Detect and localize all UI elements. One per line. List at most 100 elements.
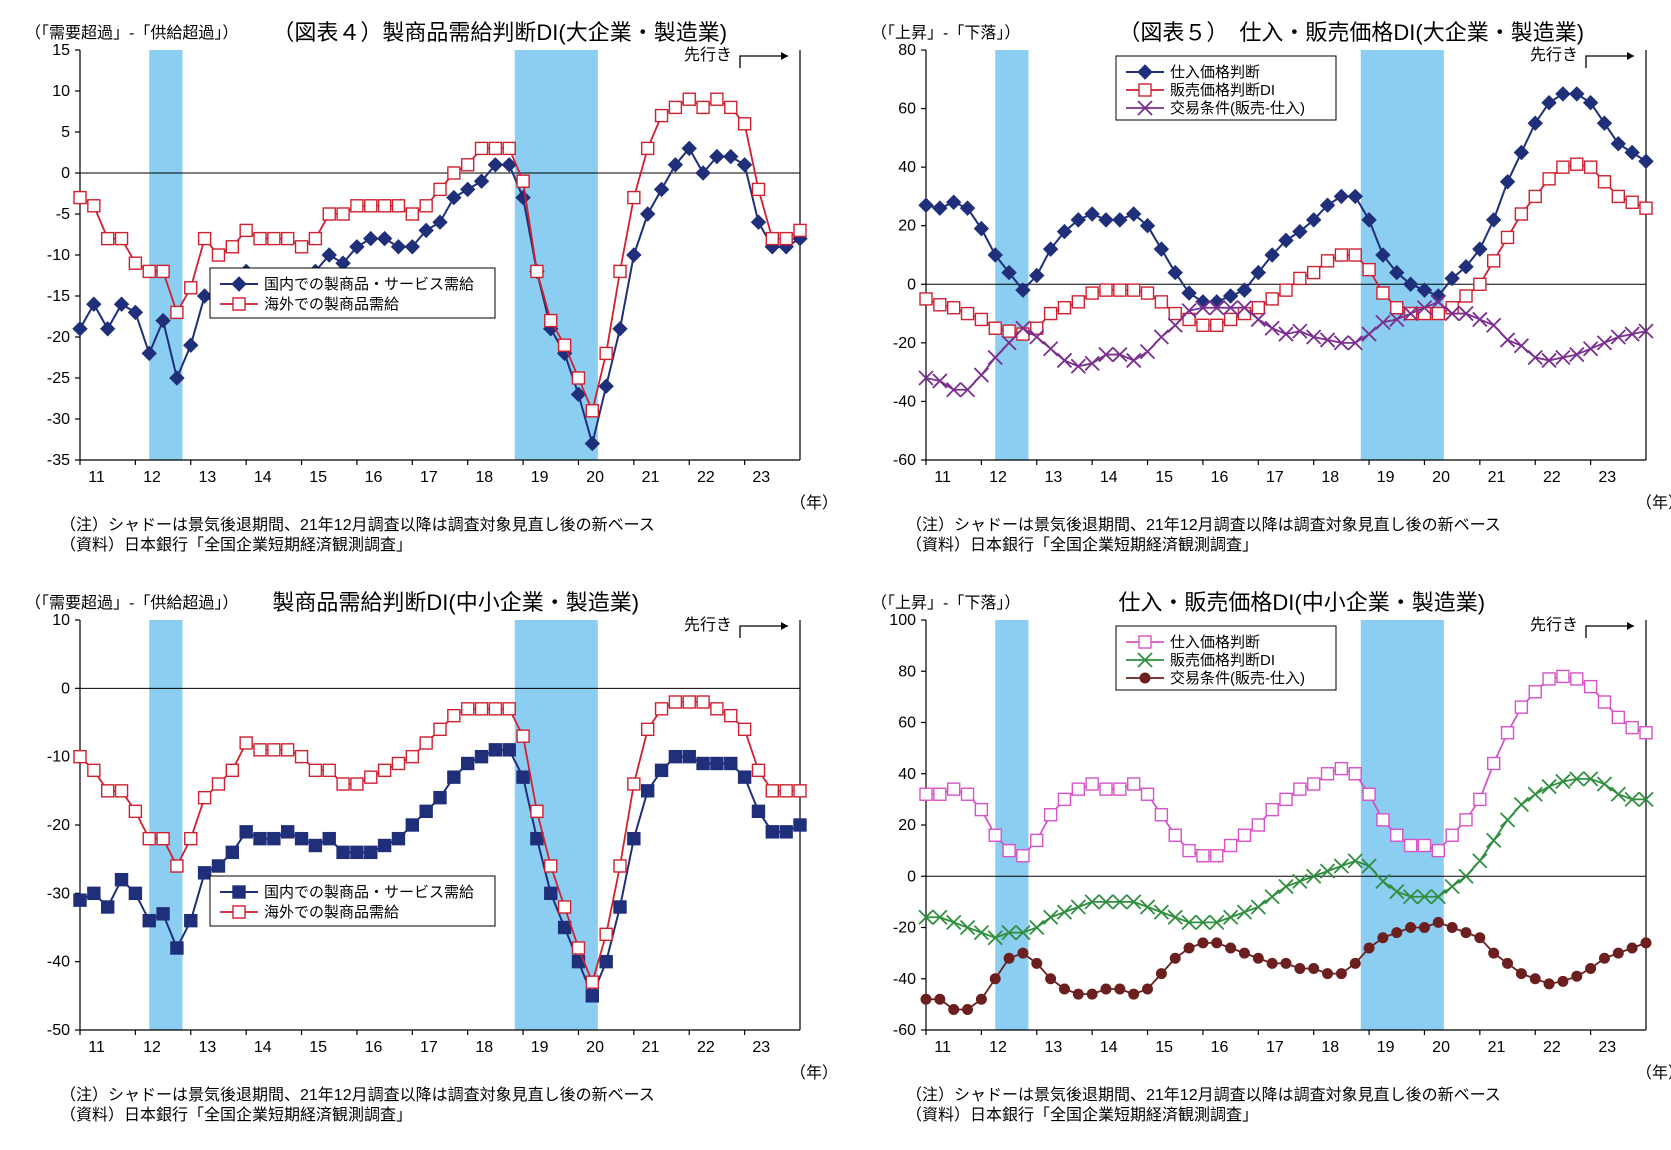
x-tick-label: 11 (88, 469, 105, 486)
x-tick-label: 19 (1376, 1039, 1394, 1056)
legend: 仕入価格判断販売価格判断DI交易条件(販売-仕入) (1116, 626, 1336, 690)
x-tick-label: 19 (531, 469, 549, 486)
chart-note-2: （資料）日本銀行「全国企業短期経済観測調査」 (906, 1106, 1258, 1124)
series-line (926, 676, 1646, 855)
y-tick-label: -30 (47, 411, 70, 428)
x-tick-label: 17 (1266, 1039, 1284, 1056)
x-tick-label: 23 (1598, 469, 1616, 486)
y-tick-label: 0 (907, 276, 916, 293)
legend: 仕入価格判断販売価格判断DI交易条件(販売-仕入) (1116, 56, 1336, 120)
legend-label: 国内での製商品・サービス需給 (264, 276, 474, 293)
y-axis-label: （「上昇」-「下落」） (871, 594, 1020, 612)
x-tick-label: 11 (934, 469, 951, 486)
y-tick-label: -20 (47, 329, 70, 346)
y-tick-label: -20 (47, 817, 70, 834)
y-tick-label: -20 (892, 920, 915, 937)
y-tick-label: 40 (898, 159, 916, 176)
recession-shade (515, 50, 598, 460)
x-tick-label: 21 (1487, 1039, 1505, 1056)
chart-title: （図表４）製商品需給判断DI(大企業・製造業) (272, 20, 727, 45)
x-tick-label: 15 (1155, 1039, 1173, 1056)
legend-label: 海外での製商品需給 (264, 904, 399, 921)
y-tick-label: 10 (52, 83, 70, 100)
x-unit-label: （年） (790, 494, 830, 512)
panel-sme-demand: （「需要超過」-「供給超過」）製商品需給判断DI(中小企業・製造業)-50-40… (10, 580, 836, 1140)
y-tick-label: -60 (892, 1022, 915, 1039)
y-axis-label: （「需要超過」-「供給超過」） (25, 594, 238, 612)
chart_sme_demand: （「需要超過」-「供給超過」）製商品需給判断DI(中小企業・製造業)-50-40… (10, 580, 830, 1140)
x-tick-label: 23 (752, 1039, 770, 1056)
chart5: （「上昇」-「下落」） （図表５） 仕入・販売価格DI(大企業・製造業) -60 -4… (856, 10, 1671, 570)
x-tick-label: 12 (143, 469, 161, 486)
y-tick-label: 20 (898, 218, 916, 235)
y-tick-label: 60 (898, 101, 916, 118)
x-tick-label: 13 (1044, 469, 1062, 486)
y-tick-label: 15 (52, 42, 70, 59)
y-tick-label: 40 (898, 766, 916, 783)
x-tick-label: 22 (1542, 1039, 1560, 1056)
x-tick-label: 21 (642, 469, 660, 486)
y-tick-label: 0 (61, 680, 70, 697)
y-tick-label: 100 (889, 612, 916, 629)
legend-label: 仕入価格判断 (1170, 64, 1260, 81)
x-tick-label: 14 (254, 1039, 272, 1056)
y-axis-label: （「需要超過」-「供給超過」） (25, 24, 238, 42)
y-tick-label: 0 (61, 165, 70, 182)
legend: 国内での製商品・サービス需給海外での製商品需給 (210, 268, 495, 318)
chart-title: 仕入・販売価格DI(中小企業・製造業) (1118, 590, 1485, 615)
legend-label: 販売価格判断DI (1170, 652, 1275, 669)
chart-note-1: （注）シャドーは景気後退期間、21年12月調査以降は調査対象見直し後の新ベース (60, 516, 655, 534)
chart-note-2: （資料）日本銀行「全国企業短期経済観測調査」 (60, 536, 412, 554)
chart4: （「需要超過」-「供給超過」） （図表４）製商品需給判断DI(大企業・製造業) -3… (10, 10, 830, 570)
y-tick-label: -30 (47, 885, 70, 902)
y-tick-label: -10 (47, 247, 70, 264)
x-tick-label: 19 (531, 1039, 549, 1056)
x-tick-label: 22 (697, 1039, 715, 1056)
series-line (926, 164, 1646, 334)
x-tick-label: 20 (586, 469, 604, 486)
chart-note-2: （資料）日本銀行「全国企業短期経済観測調査」 (906, 536, 1258, 554)
x-tick-label: 18 (475, 469, 493, 486)
x-tick-label: 20 (1432, 1039, 1450, 1056)
x-tick-label: 13 (198, 469, 216, 486)
x-unit-label: （年） (1636, 1064, 1671, 1082)
x-tick-label: 19 (1376, 469, 1394, 486)
legend-label: 販売価格判断DI (1170, 82, 1275, 99)
legend-label: 仕入価格判断 (1170, 634, 1260, 651)
x-tick-label: 11 (88, 1039, 105, 1056)
x-tick-label: 18 (1321, 1039, 1339, 1056)
y-tick-label: 80 (898, 663, 916, 680)
y-tick-label: -25 (47, 370, 70, 387)
x-tick-label: 13 (198, 1039, 216, 1056)
y-tick-label: -20 (892, 335, 915, 352)
x-tick-label: 14 (254, 469, 272, 486)
y-tick-label: 80 (898, 42, 916, 59)
y-tick-label: -5 (56, 206, 70, 223)
chart-note-2: （資料）日本銀行「全国企業短期経済観測調査」 (60, 1106, 412, 1124)
x-tick-label: 20 (1432, 469, 1450, 486)
y-tick-label: -40 (892, 393, 915, 410)
y-axis-label: （「上昇」-「下落」） (871, 24, 1020, 42)
recession-shade (149, 50, 182, 460)
recession-shade (1360, 50, 1443, 460)
x-tick-label: 21 (642, 1039, 660, 1056)
x-tick-label: 12 (989, 469, 1007, 486)
x-tick-label: 23 (1598, 1039, 1616, 1056)
chart-title: （図表５） 仕入・販売価格DI(大企業・製造業) (1118, 20, 1584, 45)
recession-shade (515, 620, 598, 1030)
panel-chart4: （「需要超過」-「供給超過」） （図表４）製商品需給判断DI(大企業・製造業) -3… (10, 10, 836, 570)
x-tick-label: 15 (309, 469, 327, 486)
sakiyuki-label: 先行き (684, 616, 732, 634)
sakiyuki-label: 先行き (684, 46, 732, 64)
x-tick-label: 15 (309, 1039, 327, 1056)
x-tick-label: 12 (989, 1039, 1007, 1056)
recession-shade (149, 620, 182, 1030)
y-tick-label: -60 (892, 452, 915, 469)
series-line (80, 750, 800, 996)
series-line (926, 302, 1646, 390)
legend-label: 海外での製商品需給 (264, 296, 399, 313)
x-tick-label: 16 (365, 1039, 383, 1056)
x-tick-label: 14 (1099, 469, 1117, 486)
chart-note-1: （注）シャドーは景気後退期間、21年12月調査以降は調査対象見直し後の新ベース (906, 1086, 1501, 1104)
x-tick-label: 17 (1266, 469, 1284, 486)
